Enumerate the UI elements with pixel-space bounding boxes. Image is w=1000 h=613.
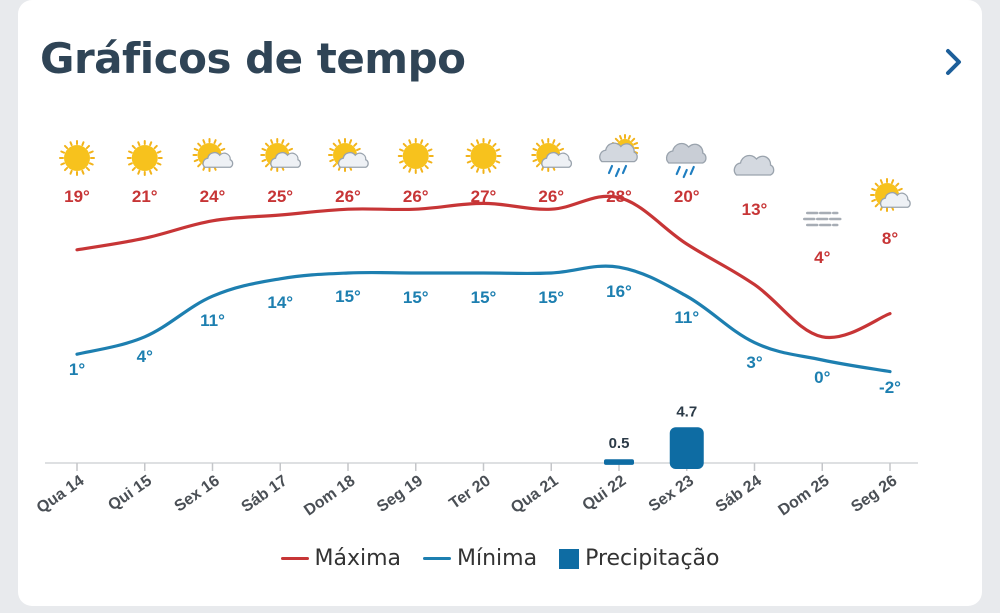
- legend-swatch-precip: [559, 548, 580, 569]
- min-temp-label: 16°: [606, 282, 632, 301]
- max-temp-label: 24°: [200, 187, 226, 206]
- min-temp-label: 3°: [746, 353, 762, 372]
- precip-bar: [669, 427, 704, 469]
- sun-icon: [465, 138, 502, 174]
- min-temp-label: 11°: [674, 308, 699, 327]
- min-temp-label: 15°: [538, 288, 564, 307]
- x-tick-label: Sex 23: [646, 472, 697, 515]
- partly-cloudy-icon: [328, 138, 369, 172]
- page-title: Gráficos de tempo: [40, 34, 466, 83]
- sun-icon: [59, 140, 95, 176]
- sun-icon: [397, 138, 434, 174]
- next-button[interactable]: [936, 40, 972, 84]
- partly-cloudy-icon: [192, 138, 234, 172]
- max-temp-label: 13°: [742, 200, 768, 219]
- chevron-right-icon: [946, 49, 961, 75]
- legend-item-min[interactable]: Mínima: [423, 546, 537, 571]
- min-temp-label: -2°: [879, 378, 901, 397]
- thunder-rain-icon: [599, 134, 639, 178]
- chart-legend: Máxima Mínima Precipitação: [0, 546, 1000, 571]
- precip-label: 4.7: [676, 403, 697, 420]
- precip-bar: [604, 459, 634, 465]
- min-temp-label: 1°: [69, 360, 85, 379]
- sun-icon: [126, 140, 163, 176]
- partly-cloudy-icon: [260, 138, 302, 172]
- x-tick-label: Dom 18: [301, 472, 358, 519]
- legend-swatch-min: [423, 557, 452, 560]
- max-temp-label: 28°: [606, 187, 632, 206]
- x-tick-label: Sex 16: [171, 472, 222, 515]
- max-temp-label: 4°: [814, 248, 830, 267]
- max-temp-label: 20°: [674, 187, 700, 206]
- max-temp-label: 25°: [267, 187, 293, 206]
- precip-label: 0.5: [609, 435, 630, 452]
- legend-swatch-max: [280, 557, 309, 560]
- weather-charts-card: [18, 0, 982, 606]
- min-temp-label: 15°: [335, 287, 361, 306]
- min-temp-label: 4°: [137, 347, 153, 366]
- x-tick-label: Qua 21: [508, 472, 562, 517]
- min-temp-line: [75, 264, 892, 374]
- x-tick-label: Sáb 24: [713, 472, 765, 516]
- min-temp-label: 14°: [267, 293, 293, 312]
- min-temp-label: 11°: [200, 311, 225, 330]
- max-temp-label: 27°: [471, 187, 497, 206]
- legend-label-max: Máxima: [314, 546, 402, 571]
- max-temp-line: [75, 194, 892, 340]
- legend-label-precip: Precipitação: [585, 546, 720, 571]
- max-temp-label: 21°: [132, 187, 158, 206]
- x-tick-label: Qui 15: [105, 472, 155, 514]
- x-tick-label: Seg 26: [848, 472, 900, 516]
- max-temp-label: 26°: [335, 187, 361, 206]
- max-temp-label: 26°: [538, 187, 564, 206]
- max-temp-label: 19°: [64, 187, 90, 206]
- legend-label-min: Mínima: [457, 546, 538, 571]
- rain-cloud-icon: [665, 142, 707, 179]
- fog-icon: [803, 211, 842, 227]
- x-tick-label: Ter 20: [446, 472, 493, 512]
- legend-item-max[interactable]: Máxima: [280, 546, 402, 571]
- x-tick-label: Dom 25: [775, 472, 832, 519]
- x-tick-label: Qui 22: [579, 472, 629, 514]
- x-tick-label: Seg 19: [374, 472, 426, 516]
- partly-cloudy-icon: [870, 178, 911, 212]
- max-temp-label: 26°: [403, 187, 429, 206]
- x-tick-label: Qua 14: [34, 472, 88, 517]
- x-tick-label: Sáb 17: [239, 472, 291, 516]
- min-temp-label: 15°: [403, 288, 429, 307]
- legend-item-precip[interactable]: Precipitação: [559, 546, 719, 571]
- cloud-icon: [733, 154, 775, 176]
- max-temp-label: 8°: [882, 229, 898, 248]
- min-temp-label: 0°: [814, 368, 830, 387]
- partly-cloudy-icon: [531, 138, 573, 172]
- min-temp-label: 15°: [471, 288, 497, 307]
